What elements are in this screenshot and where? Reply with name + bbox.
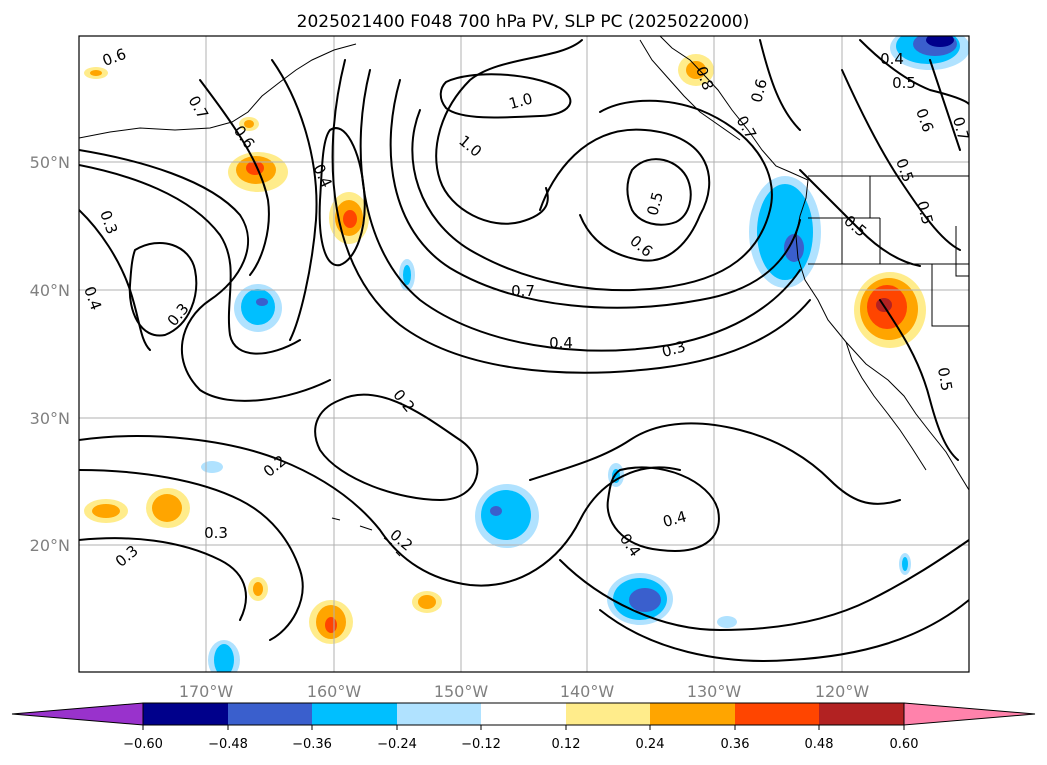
colorbar-tick-label: −0.12: [461, 737, 501, 752]
map-title: 2025021400 F048 700 hPa PV, SLP PC (2025…: [297, 12, 750, 32]
contour-1p0-inner: [439, 73, 572, 119]
contour-0p4-west: [79, 164, 301, 355]
coastline-north-america: [659, 36, 969, 491]
lat-label: 40°N: [30, 281, 70, 300]
lon-label: 140°W: [560, 682, 615, 701]
colorbar-extend-right: [903, 702, 1036, 726]
colorbar-tick-label: −0.36: [292, 737, 332, 752]
contour-label: 0.7: [949, 115, 973, 143]
contour-0p7-a: [411, 99, 773, 292]
colorbar-frame: [142, 702, 905, 726]
colorbar-tick-label: −0.24: [377, 737, 417, 752]
contour-label: 0.3: [204, 524, 228, 542]
colorbar-tick-label: −0.60: [123, 737, 163, 752]
contour-label: 0.7: [511, 282, 535, 300]
state-borders: [808, 175, 969, 327]
contour-0p3-circle: [128, 241, 198, 337]
anomaly-negative-central: [201, 36, 969, 672]
lon-label: 120°W: [815, 682, 870, 701]
anomaly-positive-gulf-alaska-w: [329, 192, 369, 244]
colorbar-swatch: [228, 703, 312, 725]
contour-0p2-lower: [79, 435, 681, 587]
contour-label: 0.4: [880, 50, 904, 68]
anomaly-positive-subtropical: [84, 54, 714, 644]
contour-0p4-aleutian: [271, 59, 318, 341]
colorbar-swatch: [735, 703, 819, 725]
colorbar-swatch: [566, 703, 650, 725]
colorbar-tick-label: −0.48: [208, 737, 248, 752]
colorbar-swatch: [481, 703, 566, 725]
lat-label: 50°N: [30, 153, 70, 172]
contour-label: 1.0: [507, 89, 535, 113]
contour-0p5-loop: [626, 158, 692, 226]
lon-label: 130°W: [687, 682, 742, 701]
contour-0p6-northeast: [759, 39, 801, 131]
map-area: 0.6 0.7 0.6 0.4 0.3 0.4 0.3 1.0 1.0 0.5 …: [78, 35, 973, 673]
coastline-alaska: [79, 43, 357, 139]
contour-label: 0.5: [934, 366, 956, 393]
longitude-labels: 170°W 160°W 150°W 140°W 130°W 120°W: [179, 682, 870, 701]
colorbar-swatch: [397, 703, 481, 725]
colorbar-swatch: [312, 703, 397, 725]
map-background: [79, 36, 969, 672]
contour-0p6-aleutian: [199, 79, 270, 276]
contour-0p3-lower: [79, 469, 304, 641]
colorbar-tick-label: 0.48: [805, 737, 834, 752]
colorbar-extend-left: [11, 702, 144, 726]
contour-0p5-gulf: [318, 127, 366, 267]
contour-0p4-northeast: [859, 39, 969, 105]
contour-0p7-northeast: [929, 59, 961, 151]
colorbar-tick-label: 0.24: [636, 737, 665, 752]
latitude-labels: 50°N 40°N 30°N 20°N: [30, 153, 70, 555]
contour-1p0-hook: [435, 39, 583, 225]
shaded-anomalies: [84, 36, 969, 672]
colorbar-swatch: [143, 703, 228, 725]
hawaii-islands: [331, 517, 401, 557]
contour-0p3-west: [79, 149, 331, 402]
contour-0p5-northeast: [841, 69, 961, 251]
contour-0p4-circle: [606, 466, 720, 552]
map-frame: [78, 35, 970, 673]
contour-label: 0.3: [660, 337, 688, 361]
contour-label: 0.4: [549, 334, 573, 352]
gridlines: [79, 36, 969, 672]
lon-label: 170°W: [179, 682, 234, 701]
lon-label: 160°W: [307, 682, 362, 701]
coastline-baja: [845, 341, 927, 471]
contour-0p3: [331, 59, 811, 374]
contour-0p3-southeast: [559, 539, 969, 631]
inner-alaska-coast: [639, 39, 741, 141]
contour-0p2-mid: [314, 393, 479, 501]
contour-0p4-south: [529, 422, 901, 505]
lat-label: 20°N: [30, 536, 70, 555]
colorbar-tick-label: 0.36: [721, 737, 750, 752]
contour-0p7-b: [389, 79, 801, 309]
colorbar-swatch: [650, 703, 735, 725]
contour-label: 0.5: [913, 199, 937, 227]
contour-label: 0.5: [892, 74, 916, 92]
colorbar-tick-label: 0.12: [552, 737, 581, 752]
contour-label: 0.6: [747, 77, 771, 105]
contour-0p2-southeast: [599, 599, 969, 662]
colorbar-ticks: [142, 725, 905, 730]
contours: [79, 39, 969, 662]
contour-0p3-south: [79, 537, 247, 621]
colorbar: −0.60 −0.48 −0.36 −0.24 −0.12 0.12 0.24 …: [11, 702, 1036, 752]
contour-label: 0.4: [661, 507, 689, 531]
contour-0p5-east: [879, 299, 959, 461]
anomaly-negative-coast: [749, 176, 821, 288]
lat-label: 30°N: [30, 409, 70, 428]
coastlines: [79, 36, 969, 557]
anomaly-positive-nevada: [854, 272, 926, 348]
lon-label: 150°W: [434, 682, 489, 701]
contour-0p5-coast: [799, 169, 921, 267]
colorbar-tick-labels: −0.60 −0.48 −0.36 −0.24 −0.12 0.12 0.24 …: [123, 737, 918, 752]
contour-0p6: [539, 128, 711, 262]
contour-label: 0.5: [643, 190, 667, 218]
colorbar-swatch: [819, 703, 904, 725]
colorbar-tick-label: 0.60: [890, 737, 919, 752]
